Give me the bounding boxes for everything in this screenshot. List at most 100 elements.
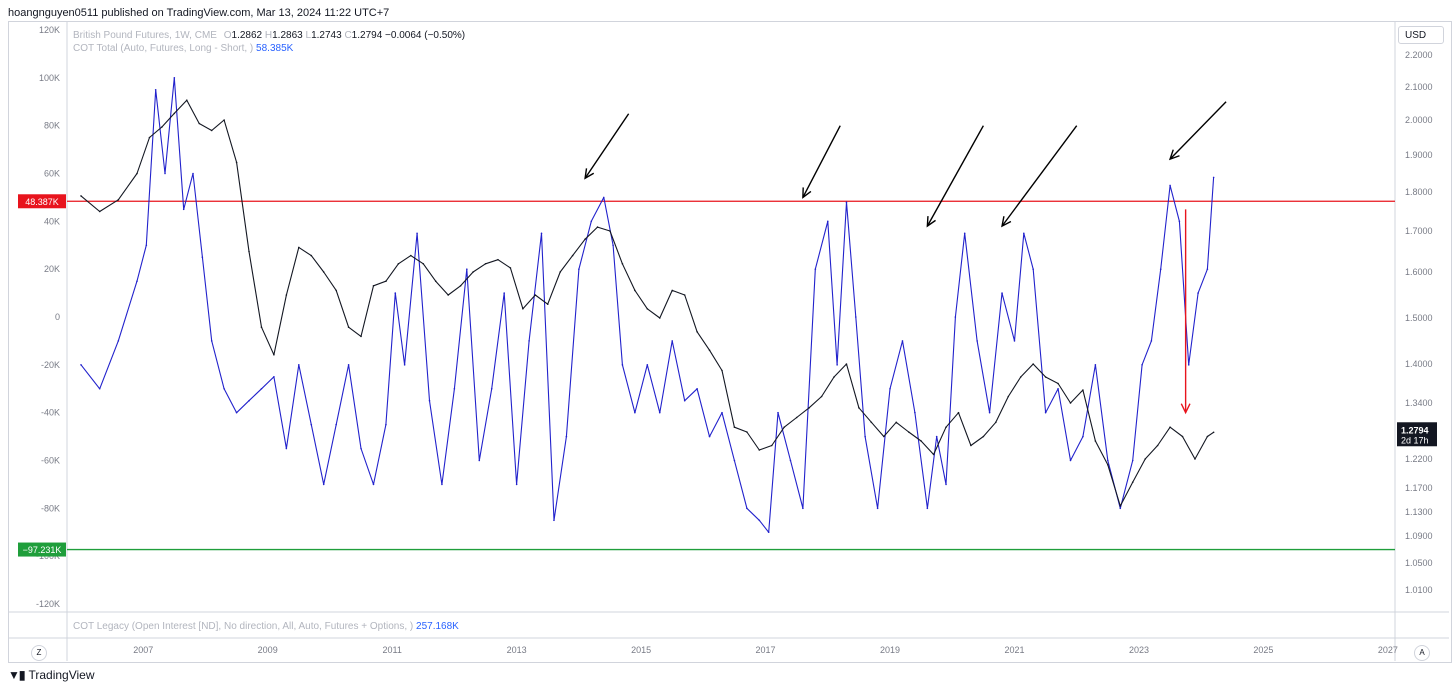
gbp-futures-point (148, 136, 151, 139)
auto-scale-button[interactable]: A (1414, 645, 1430, 661)
gbp-futures-point (770, 444, 773, 447)
cot-total-point (372, 483, 375, 486)
annotation-arrowhead (802, 187, 812, 199)
cot-total-point (182, 208, 185, 211)
cot-total-point (540, 232, 543, 235)
cot-total-point (683, 399, 686, 402)
cot-total-point (671, 340, 674, 342)
gbp-futures-point (1181, 435, 1184, 438)
gbp-futures-point (1119, 505, 1122, 507)
right-tick-label: 1.9000 (1405, 150, 1433, 160)
annotation-arrowhead (1180, 403, 1191, 415)
gbp-futures-point (945, 426, 947, 428)
gbp-futures-point (447, 294, 449, 296)
cot-total-point (733, 459, 736, 462)
gbp-futures-point (397, 263, 400, 265)
cot-total-point (164, 172, 166, 175)
right-tick-label: 1.0900 (1405, 531, 1433, 541)
cot-total-point (273, 375, 275, 378)
cot-total-point (1107, 459, 1109, 462)
gbp-futures-point (285, 294, 288, 296)
cot-legend: COT Total (Auto, Futures, Long - Short, … (73, 43, 293, 54)
left-tick-label: -40K (41, 408, 60, 418)
cot-total-point (889, 387, 891, 390)
cot-total-point (385, 423, 387, 426)
gbp-futures-point (1082, 389, 1084, 391)
tradingview-brand: TradingView (28, 668, 95, 682)
cot-total-point (1150, 340, 1153, 342)
gbp-futures-point (1144, 458, 1146, 460)
cot-total-point (117, 340, 120, 342)
cot-total-point (201, 256, 204, 259)
right-tick-label: 1.7000 (1405, 226, 1433, 236)
gbp-futures-point (198, 122, 201, 125)
close-label: C (344, 30, 352, 41)
cot-total-point (777, 411, 779, 414)
cot-total-point (1141, 364, 1143, 366)
gbp-futures-point (161, 126, 163, 128)
x-tick-label: 2017 (756, 645, 776, 655)
gbp-futures-point (883, 435, 885, 438)
cot-value: 58.385K (256, 43, 294, 54)
annotation-arrowhead (926, 216, 936, 228)
gbp-futures-line (80, 99, 1214, 507)
gbp-futures-point (360, 335, 362, 338)
cot-total-point (988, 411, 991, 414)
cot-total-point (864, 435, 866, 438)
cot-total-point (1169, 184, 1171, 187)
gbp-futures-point (273, 354, 275, 356)
cot-total-point (708, 435, 711, 438)
gbp-futures-point (858, 407, 860, 409)
cot-total-point (845, 201, 848, 203)
right-tick-label: 1.1300 (1405, 507, 1433, 517)
gbp-futures-point (223, 119, 225, 121)
annotation-arrow (584, 113, 630, 179)
gbp-futures-point (298, 246, 300, 249)
gbp-futures-point (497, 258, 499, 261)
x-tick-label: 2021 (1004, 645, 1024, 655)
annotation-arrowhead (584, 168, 595, 180)
cot-total-point (1094, 364, 1097, 366)
cot-total-point (145, 244, 148, 247)
cot-total-point (602, 196, 605, 199)
cot-total-point (453, 387, 456, 390)
cot-total-point (335, 423, 337, 426)
gbp-futures-point (795, 416, 798, 419)
cot-total-point (478, 459, 481, 462)
cot-total-point (621, 364, 624, 366)
cot-total-point (1001, 292, 1003, 294)
currency-selector[interactable]: USD (1398, 26, 1444, 44)
chart-frame[interactable] (8, 21, 1452, 663)
cot-total-point (646, 364, 649, 366)
gbp-futures-point (248, 250, 250, 253)
cot-total-point (696, 387, 698, 390)
x-tick-label: 2023 (1129, 645, 1149, 655)
gbp-futures-point (758, 449, 761, 451)
right-tick-label: 1.2200 (1405, 454, 1433, 464)
gbp-futures-point (1131, 481, 1134, 484)
cot-total-point (658, 411, 661, 414)
cot-total-point (926, 507, 929, 510)
timezone-button[interactable]: Z (31, 645, 47, 661)
cot-total-point (298, 364, 300, 366)
gbp-futures-point (1206, 435, 1209, 438)
gbp-futures-point (596, 226, 599, 228)
cot-total-point (1159, 268, 1162, 270)
right-tick-label: 1.5000 (1405, 313, 1433, 323)
cot-total-point (347, 364, 350, 366)
gbp-futures-point (833, 376, 835, 378)
gbp-futures-point (136, 172, 138, 175)
cot-total-point (1044, 411, 1047, 414)
cot-total-point (826, 220, 829, 223)
gbp-futures-point (1019, 376, 1022, 378)
left-tick-label: -80K (41, 503, 60, 513)
cot-total-point (1013, 340, 1016, 342)
left-tick-label: 0 (55, 312, 60, 322)
cot-total-point (767, 531, 770, 534)
low-label: L (305, 30, 312, 41)
gbp-futures-point (982, 435, 985, 438)
cot-total-point (1023, 232, 1025, 235)
x-tick-label: 2025 (1253, 645, 1273, 655)
gbp-futures-point (584, 238, 586, 240)
gbp-futures-point (546, 303, 549, 306)
